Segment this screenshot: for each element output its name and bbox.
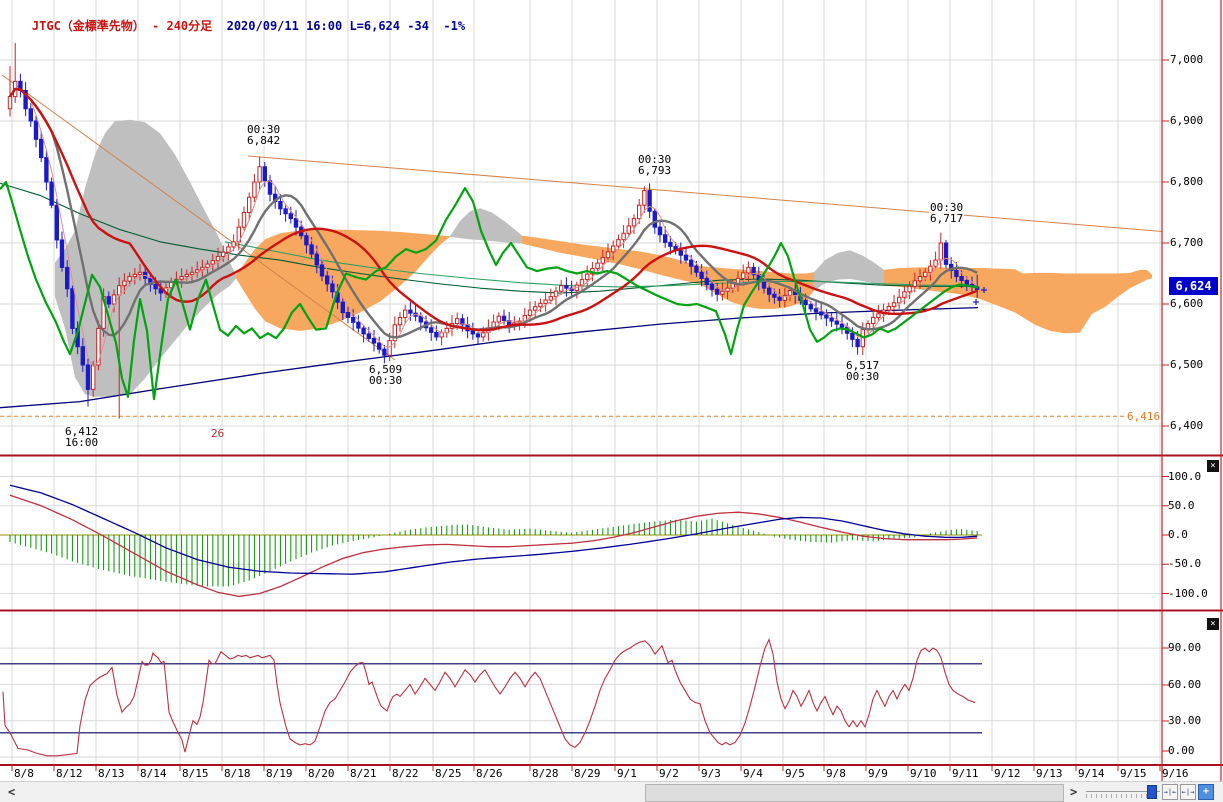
date-label-9-8: 9/8 — [826, 767, 846, 780]
stoch-line — [3, 640, 975, 756]
chart-annotation-5: 6,412 16:00 — [64, 426, 99, 448]
chart-annotation-6: 26 — [210, 428, 225, 439]
title-spacer — [212, 19, 226, 33]
chart-annotation-1: 00:30 6,793 — [637, 154, 672, 176]
stoch-axis-label-1: 60.00 — [1168, 679, 1201, 691]
stoch-panel-close-button[interactable]: × — [1207, 618, 1219, 630]
stoch-panel[interactable] — [0, 640, 982, 756]
date-label-9-13: 9/13 — [1036, 767, 1063, 780]
date-label-9-5: 9/5 — [785, 767, 805, 780]
chart-annotation-3: 6,509 00:30 — [368, 364, 403, 386]
pan-mode-button[interactable]: + — [1198, 784, 1214, 800]
date-label-8-19: 8/19 — [266, 767, 293, 780]
date-label-8-20: 8/20 — [308, 767, 335, 780]
macd-axis-label-3: -50.0 — [1168, 558, 1201, 570]
date-label-8-12: 8/12 — [56, 767, 83, 780]
macd-axis-label-1: 50.0 — [1168, 500, 1195, 512]
date-label-9-2: 9/2 — [659, 767, 679, 780]
date-label-8-26: 8/26 — [476, 767, 503, 780]
date-label-9-9: 9/9 — [868, 767, 888, 780]
scroll-left-arrow[interactable]: < — [8, 783, 15, 801]
price-axis-label-0: 7,000 — [1170, 54, 1203, 66]
price-axis-label-3: 6,700 — [1170, 237, 1203, 249]
zoom-in-button[interactable]: ←|→ — [1180, 784, 1196, 800]
stoch-axis-label-3: 0.00 — [1168, 745, 1195, 757]
chart-annotation-2: 00:30 6,717 — [929, 202, 964, 224]
date-label-9-16: 9/16 — [1162, 767, 1189, 780]
ichimoku-cloud-orange — [884, 267, 1152, 333]
trendline-2[interactable] — [248, 156, 1168, 232]
zoom-out-button[interactable]: →|← — [1162, 784, 1178, 800]
date-label-8-29: 8/29 — [574, 767, 601, 780]
date-label-8-14: 8/14 — [140, 767, 167, 780]
chart-canvas[interactable] — [0, 0, 1223, 802]
quote-datetime: 2020/09/11 16:00 — [227, 19, 343, 33]
price-axis-label-5: 6,500 — [1170, 359, 1203, 371]
macd-panel[interactable] — [0, 485, 982, 596]
date-label-9-14: 9/14 — [1078, 767, 1105, 780]
chart-annotation-7: 6,416 — [1126, 411, 1161, 422]
date-label-8-28: 8/28 — [532, 767, 559, 780]
scroll-right-arrow[interactable]: > — [1070, 783, 1077, 801]
macd-histogram — [10, 519, 977, 587]
zoom-slider-thumb[interactable] — [1147, 785, 1157, 799]
date-label-8-21: 8/21 — [350, 767, 377, 780]
ichimoku-cloud-gray — [450, 208, 522, 243]
quote-change: -34 — [407, 19, 429, 33]
quote-last: L=6,624 — [349, 19, 400, 33]
date-label-9-11: 9/11 — [952, 767, 979, 780]
date-label-9-12: 9/12 — [994, 767, 1021, 780]
macd-signal-line — [10, 495, 977, 596]
last-price-badge: 6,624 — [1169, 277, 1218, 295]
date-label-9-3: 9/3 — [701, 767, 721, 780]
date-label-8-25: 8/25 — [435, 767, 462, 780]
date-label-8-15: 8/15 — [182, 767, 209, 780]
main-price-panel[interactable] — [0, 43, 1168, 419]
date-label-8-22: 8/22 — [392, 767, 419, 780]
date-label-9-10: 9/10 — [910, 767, 937, 780]
date-label-8-18: 8/18 — [224, 767, 251, 780]
price-axis-label-4: 6,600 — [1170, 298, 1203, 310]
title-spacer4 — [429, 19, 443, 33]
horizontal-scrollbar[interactable]: < > →|← ←|→ + — [0, 781, 1223, 802]
date-label-9-1: 9/1 — [617, 767, 637, 780]
stoch-axis-label-0: 90.00 — [1168, 642, 1201, 654]
macd-axis-label-2: 0.0 — [1168, 529, 1188, 541]
scrollbar-thumb[interactable] — [645, 784, 1064, 802]
chart-annotation-4: 6,517 00:30 — [845, 360, 880, 382]
price-axis-label-6: 6,400 — [1170, 420, 1203, 432]
date-label-9-4: 9/4 — [743, 767, 763, 780]
title-bar: JTGC（金標準先物） - 240分足 2020/09/11 16:00 L=6… — [3, 3, 465, 48]
macd-axis-label-4: -100.0 — [1168, 588, 1208, 600]
macd-panel-close-button[interactable]: × — [1207, 460, 1219, 472]
date-label-8-13: 8/13 — [98, 767, 125, 780]
quote-change-pct: -1% — [443, 19, 465, 33]
date-label-8-8: 8/8 — [14, 767, 34, 780]
macd-axis-label-0: 100.0 — [1168, 471, 1201, 483]
chart-annotation-0: 00:30 6,842 — [246, 124, 281, 146]
instrument-title: JTGC（金標準先物） - 240分足 — [32, 19, 212, 33]
trading-chart-window: JTGC（金標準先物） - 240分足 2020/09/11 16:00 L=6… — [0, 0, 1223, 802]
date-label-9-15: 9/15 — [1120, 767, 1147, 780]
gridlines — [0, 0, 1162, 765]
stoch-axis-label-2: 30.00 — [1168, 715, 1201, 727]
price-axis-label-1: 6,900 — [1170, 115, 1203, 127]
price-axis-label-2: 6,800 — [1170, 176, 1203, 188]
